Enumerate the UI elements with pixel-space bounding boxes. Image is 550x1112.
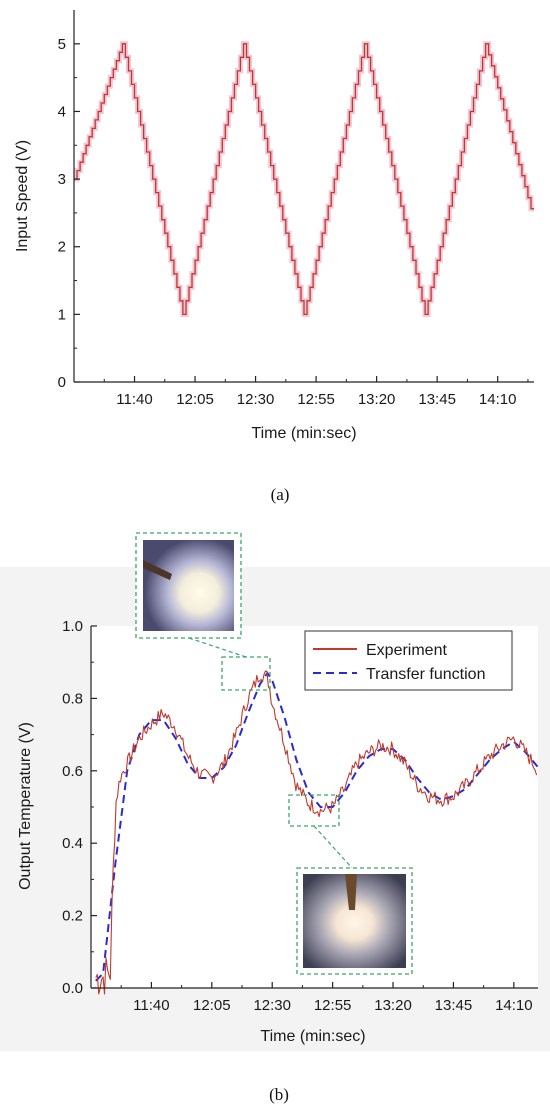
panel-a-input-speed-line: [74, 43, 534, 316]
panel-a-plot-area: [74, 10, 534, 382]
panel-b-xtick-label: 11:40: [133, 997, 169, 1014]
panel-a: 0 1 2 3 4 5 11:40 12:05 12:30 12:55 13:20 13:45 14:…: [14, 10, 534, 504]
panel-a-ytick-label: 1: [58, 306, 66, 323]
panel-a-ytick-label: 3: [58, 171, 66, 188]
panel-b-x-axis-label: Time (min:sec): [260, 1028, 365, 1045]
panel-a-ytick-label: 0: [58, 374, 66, 391]
caption-a: (a): [271, 485, 290, 504]
panel-a-xtick-label: 13:20: [358, 391, 396, 408]
legend-box: [304, 630, 513, 691]
peak-connector: [188, 637, 247, 658]
panel-a-x-ticks: 11:40 12:05 12:30 12:55 13:20 13:45 14:10: [103, 376, 529, 408]
panel-b-ytick-label: 1.0: [62, 618, 83, 635]
panel-b-ytick-label: 0.0: [62, 980, 83, 997]
panel-b-xtick-label: 13:45: [435, 997, 473, 1014]
panel-b-xtick-label: 12:05: [193, 997, 231, 1014]
panel-b-xtick-label: 13:20: [374, 997, 412, 1014]
panel-b-xtick-label: 12:30: [253, 997, 291, 1014]
panel-a-xtick-label: 12:05: [176, 391, 214, 408]
panel-a-x-axis-label: Time (min:sec): [251, 425, 356, 442]
panel-b-xtick-label: 14:10: [495, 997, 533, 1014]
legend-transfer-label: Transfer function: [366, 666, 485, 683]
panel-b-ytick-label: 0.4: [62, 835, 83, 852]
trough-connector: [313, 825, 353, 869]
panel-a-ytick-label: 5: [58, 36, 66, 53]
panel-b-ytick-label: 0.8: [62, 690, 83, 707]
peak-highlight-box: [221, 656, 271, 691]
inset-peak-image: [143, 540, 234, 631]
caption-b: (b): [269, 1085, 289, 1104]
panel-a-xtick-label: 11:40: [116, 391, 152, 408]
panel-a-y-ticks: 0 1 2 3 4 5: [58, 36, 80, 391]
panel-b-xtick-label: 12:55: [314, 997, 352, 1014]
inset-peak-torch: [143, 560, 172, 580]
panel-a-y-axis-label: Input Speed (V): [14, 140, 31, 252]
legend-experiment-label: Experiment: [366, 642, 447, 659]
panel-a-xtick-label: 14:10: [479, 391, 517, 408]
panel-a-xtick-label: 13:45: [418, 391, 456, 408]
panel-b-y-ticks: 0.0 0.2 0.4 0.6 0.8 1.0: [62, 618, 97, 997]
inset-photo-peak: [135, 532, 242, 639]
panel-b-experiment-line: [95, 670, 538, 995]
panel-a-ytick-label: 2: [58, 239, 66, 256]
panel-b-series-group: [95, 670, 539, 995]
panel-b-ytick-label: 0.6: [62, 763, 83, 780]
panel-b: 0.00.20.40.60.81.0 11:40 12:05 12:30 12:55 1…: [0, 532, 550, 1104]
panel-b-x-ticks: 11:40 12:05 12:30 12:55 13:20 13:45 14:10: [120, 982, 533, 1014]
panel-a-ytick-label: 4: [58, 103, 66, 120]
inset-photo-trough: [296, 867, 413, 975]
panel-b-ytick-label: 0.2: [62, 908, 83, 925]
panel-a-xtick-label: 12:30: [237, 391, 275, 408]
panel-a-series-group: [74, 41, 534, 317]
panel-b-y-axis-label: Output Temperature (V): [17, 722, 34, 890]
inset-trough-torch: [345, 874, 357, 910]
panel-b-legend: Experiment Transfer function: [304, 630, 513, 691]
panel-a-xtick-label: 12:55: [297, 391, 335, 408]
panel-b-transfer-function-line: [95, 671, 539, 982]
